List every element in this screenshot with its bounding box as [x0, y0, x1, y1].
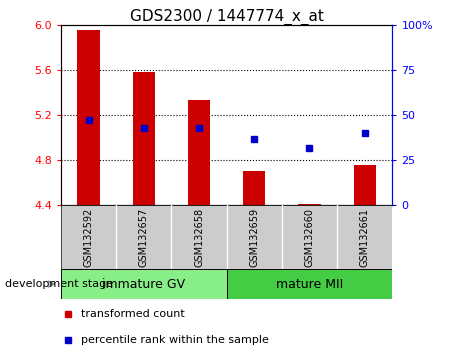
Bar — [243, 171, 265, 205]
Bar — [61, 269, 226, 299]
Text: development stage: development stage — [5, 279, 113, 289]
Text: GSM132658: GSM132658 — [194, 207, 204, 267]
Text: percentile rank within the sample: percentile rank within the sample — [81, 335, 269, 345]
Bar — [78, 30, 100, 205]
Text: transformed count: transformed count — [81, 309, 184, 320]
Text: GSM132661: GSM132661 — [360, 208, 370, 267]
Bar — [354, 165, 376, 205]
Bar — [226, 269, 392, 299]
Text: GSM132660: GSM132660 — [304, 208, 314, 267]
Text: immature GV: immature GV — [102, 278, 185, 291]
Bar — [299, 204, 321, 205]
Text: GSM132659: GSM132659 — [249, 207, 259, 267]
Bar — [133, 72, 155, 205]
Bar — [188, 101, 210, 205]
Text: GSM132592: GSM132592 — [83, 207, 93, 267]
Text: GSM132657: GSM132657 — [139, 207, 149, 267]
Text: mature MII: mature MII — [276, 278, 343, 291]
Title: GDS2300 / 1447774_x_at: GDS2300 / 1447774_x_at — [130, 8, 323, 25]
